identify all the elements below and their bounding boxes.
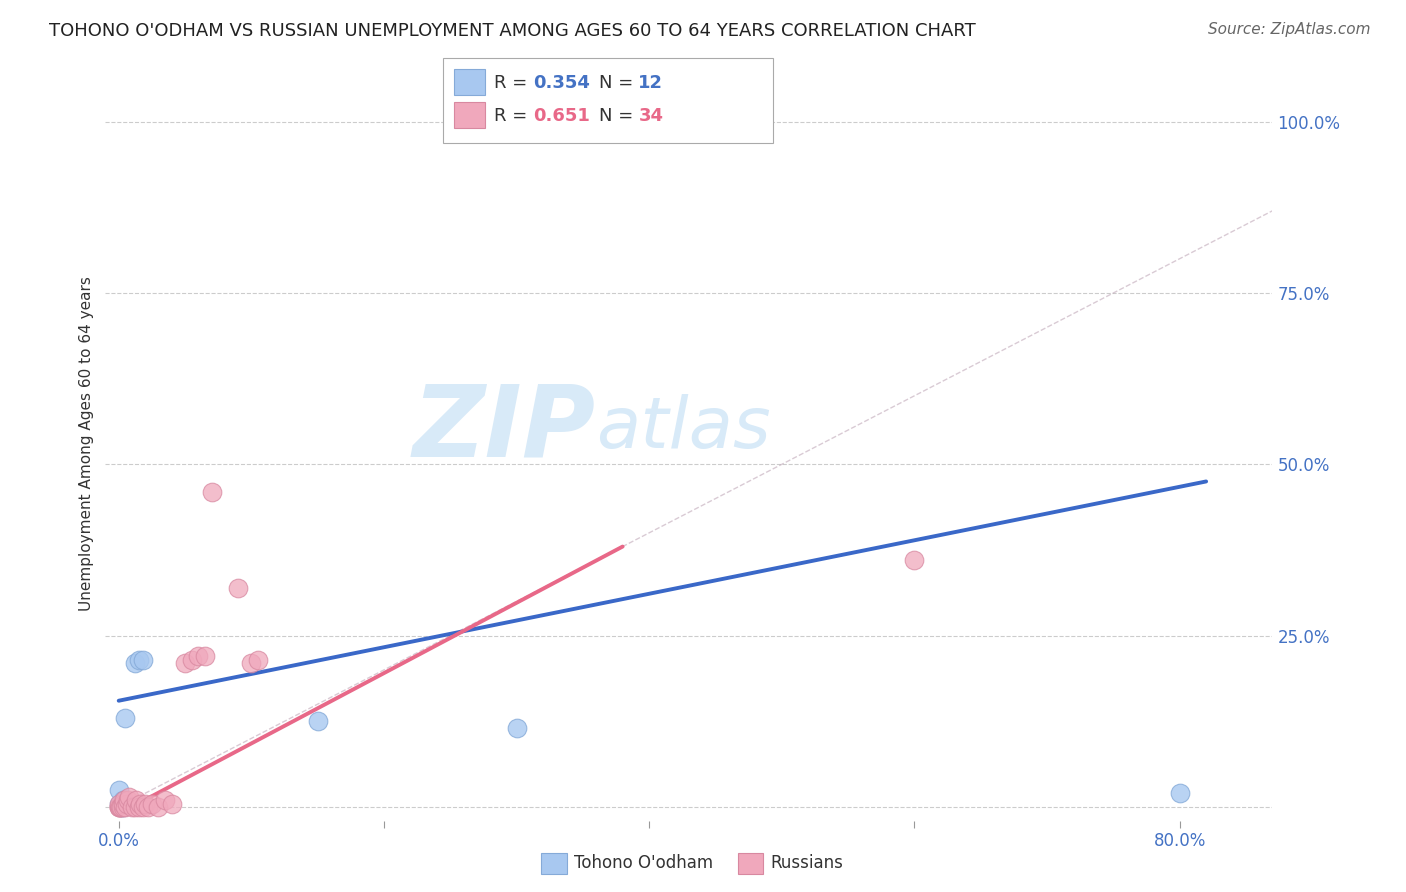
Point — [115, 797, 138, 811]
Point — [121, 800, 143, 814]
Point — [153, 793, 176, 807]
Point — [174, 656, 197, 670]
Point — [124, 800, 146, 814]
Point — [125, 793, 148, 807]
Point — [107, 800, 129, 814]
Point — [226, 581, 249, 595]
Text: atlas: atlas — [596, 394, 770, 463]
Point — [117, 793, 139, 807]
Point — [128, 800, 150, 814]
Text: Tohono O'odham: Tohono O'odham — [574, 855, 713, 872]
Point — [160, 797, 183, 811]
Point — [307, 714, 329, 729]
Text: 34: 34 — [638, 107, 664, 125]
Point — [131, 652, 153, 666]
Text: 0.651: 0.651 — [533, 107, 589, 125]
Point — [124, 656, 146, 670]
Point — [903, 553, 925, 567]
Point — [134, 797, 156, 811]
Point — [200, 484, 222, 499]
Point — [111, 793, 134, 807]
Point — [107, 782, 129, 797]
Text: N =: N = — [599, 107, 638, 125]
Text: R =: R = — [494, 107, 533, 125]
Point — [246, 652, 269, 666]
Text: N =: N = — [599, 74, 638, 92]
Point — [240, 656, 263, 670]
Point — [128, 652, 150, 666]
Point — [136, 800, 159, 814]
Text: 12: 12 — [638, 74, 664, 92]
Point — [180, 652, 202, 666]
Point — [141, 797, 163, 811]
Text: Source: ZipAtlas.com: Source: ZipAtlas.com — [1208, 22, 1371, 37]
Point — [107, 800, 129, 814]
Point — [129, 797, 152, 811]
Point — [108, 800, 131, 814]
Text: TOHONO O'ODHAM VS RUSSIAN UNEMPLOYMENT AMONG AGES 60 TO 64 YEARS CORRELATION CHA: TOHONO O'ODHAM VS RUSSIAN UNEMPLOYMENT A… — [49, 22, 976, 40]
Point — [110, 800, 132, 814]
Y-axis label: Unemployment Among Ages 60 to 64 years: Unemployment Among Ages 60 to 64 years — [79, 277, 94, 611]
Point — [107, 797, 129, 811]
Point — [107, 800, 129, 814]
Point — [111, 797, 134, 811]
Point — [112, 793, 135, 807]
Point — [194, 649, 217, 664]
Point — [110, 800, 132, 814]
Point — [148, 800, 170, 814]
Text: 0.354: 0.354 — [533, 74, 589, 92]
Text: R =: R = — [494, 74, 533, 92]
Point — [114, 711, 136, 725]
Text: Russians: Russians — [770, 855, 844, 872]
Point — [187, 649, 209, 664]
Point — [107, 797, 129, 811]
Point — [505, 721, 527, 735]
Point — [118, 789, 141, 804]
Point — [111, 800, 134, 814]
Point — [114, 800, 136, 814]
Point — [131, 800, 153, 814]
Point — [1168, 786, 1191, 800]
Point — [111, 800, 134, 814]
Text: ZIP: ZIP — [412, 380, 596, 477]
